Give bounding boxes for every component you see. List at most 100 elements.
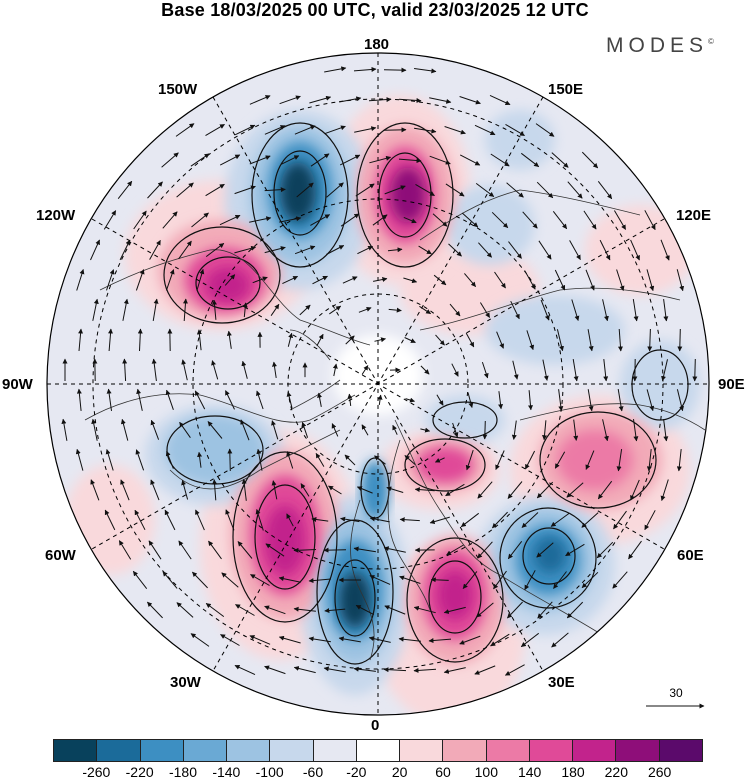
wind-vector: [179, 421, 191, 438]
wind-vector: [414, 68, 437, 74]
colorbar-tick-label: 260: [647, 764, 672, 780]
wind-vector: [311, 517, 329, 522]
wind-vector: [536, 181, 554, 199]
wind-vector: [219, 154, 241, 166]
wind-vector: [353, 666, 376, 672]
wind-vector: [660, 479, 669, 501]
wind-vector: [617, 389, 624, 412]
wind-vector: [405, 397, 415, 403]
wind-vector: [540, 299, 550, 321]
wind-vector: [329, 305, 342, 315]
wind-vector: [205, 183, 225, 197]
wind-vector: [663, 419, 669, 442]
wind-vector: [676, 389, 684, 412]
wind-vector: [660, 239, 670, 261]
wind-vector: [630, 479, 640, 501]
wind-vector: [387, 247, 403, 253]
wind-vector: [315, 452, 325, 467]
lon-label-30e: 30E: [548, 674, 575, 691]
wind-vector: [227, 448, 233, 472]
wind-vector: [551, 632, 569, 648]
wind-vector: [225, 390, 235, 410]
wind-vector: [492, 511, 508, 529]
wind-vector: [553, 571, 567, 589]
wind-vector: [646, 389, 655, 412]
wind-vector: [323, 666, 346, 673]
colorbar-tick-label: -180: [168, 764, 198, 780]
wind-vector: [490, 153, 510, 167]
wind-vector: [120, 479, 130, 501]
wind-vector: [388, 307, 402, 313]
wind-vector: [542, 420, 548, 441]
wind-vector: [103, 210, 117, 230]
wind-vector: [90, 479, 100, 501]
wind-vector: [392, 424, 398, 435]
wind-vector: [122, 298, 129, 321]
wind-vector: [164, 509, 176, 531]
wind-vector: [78, 328, 84, 352]
wind-vector: [361, 424, 369, 436]
colorbar-tick-label: 140: [517, 764, 542, 780]
wind-vector: [572, 359, 579, 382]
wind-vector: [133, 210, 147, 230]
colorbar-swatch: [183, 740, 228, 761]
wind-vector: [219, 214, 241, 226]
wind-vector: [293, 606, 316, 612]
wind-vector: [308, 636, 331, 643]
wind-vector: [597, 480, 613, 500]
wind-vector: [122, 358, 128, 382]
wind-vector: [294, 245, 316, 255]
wind-vector: [585, 269, 595, 291]
wind-vector: [567, 181, 583, 199]
wind-vector: [234, 124, 256, 136]
wind-vector: [176, 602, 194, 618]
lon-label-30w: 30W: [170, 674, 201, 691]
wind-vector: [644, 210, 656, 231]
wind-vector: [692, 358, 698, 382]
wind-vector: [383, 546, 406, 553]
wind-vector: [443, 606, 466, 614]
wind-vector: [522, 211, 538, 229]
wind-vector: [413, 605, 436, 614]
colorbar-tick-label: 220: [604, 764, 629, 780]
wind-vector: [616, 449, 623, 472]
wind-vector: [505, 123, 525, 137]
wind-vector: [512, 360, 519, 380]
wind-vector: [271, 420, 279, 440]
wind-vector: [498, 391, 504, 410]
colorbar-swatch: [616, 740, 660, 761]
wind-vector: [493, 570, 507, 590]
colorbar-swatch: [573, 740, 617, 761]
colorbar-swatch: [659, 740, 702, 761]
wind-vector: [147, 601, 163, 619]
wind-vector: [632, 299, 639, 322]
wind-vector: [270, 303, 280, 316]
wind-vector: [190, 153, 210, 167]
wind-vector: [310, 153, 330, 167]
wind-vector: [61, 418, 68, 441]
wind-vector: [520, 152, 540, 168]
wind-vector: [430, 577, 449, 583]
wind-vector: [462, 571, 478, 589]
wind-vector: [293, 547, 317, 553]
wind-vector: [644, 510, 656, 531]
wind-vector: [403, 277, 418, 284]
wind-vector: [353, 546, 376, 553]
wind-vector: [496, 331, 505, 349]
colorbar-swatch: [356, 740, 401, 761]
wind-vector: [278, 576, 301, 583]
wind-vector: [324, 125, 346, 135]
wind-vector: [414, 127, 437, 134]
wind-vector: [443, 667, 466, 674]
wind-vector: [445, 483, 465, 497]
wind-vector: [135, 269, 145, 291]
wind-vector: [413, 667, 437, 673]
wind-vector: [310, 214, 331, 226]
wind-vector: [612, 571, 628, 589]
wind-vector: [368, 636, 391, 643]
wind-vector: [286, 391, 293, 409]
wind-vector: [150, 419, 160, 440]
colorbar-tick-label: -260: [82, 764, 111, 780]
wind-vector: [587, 329, 594, 352]
wind-vector: [287, 332, 294, 347]
